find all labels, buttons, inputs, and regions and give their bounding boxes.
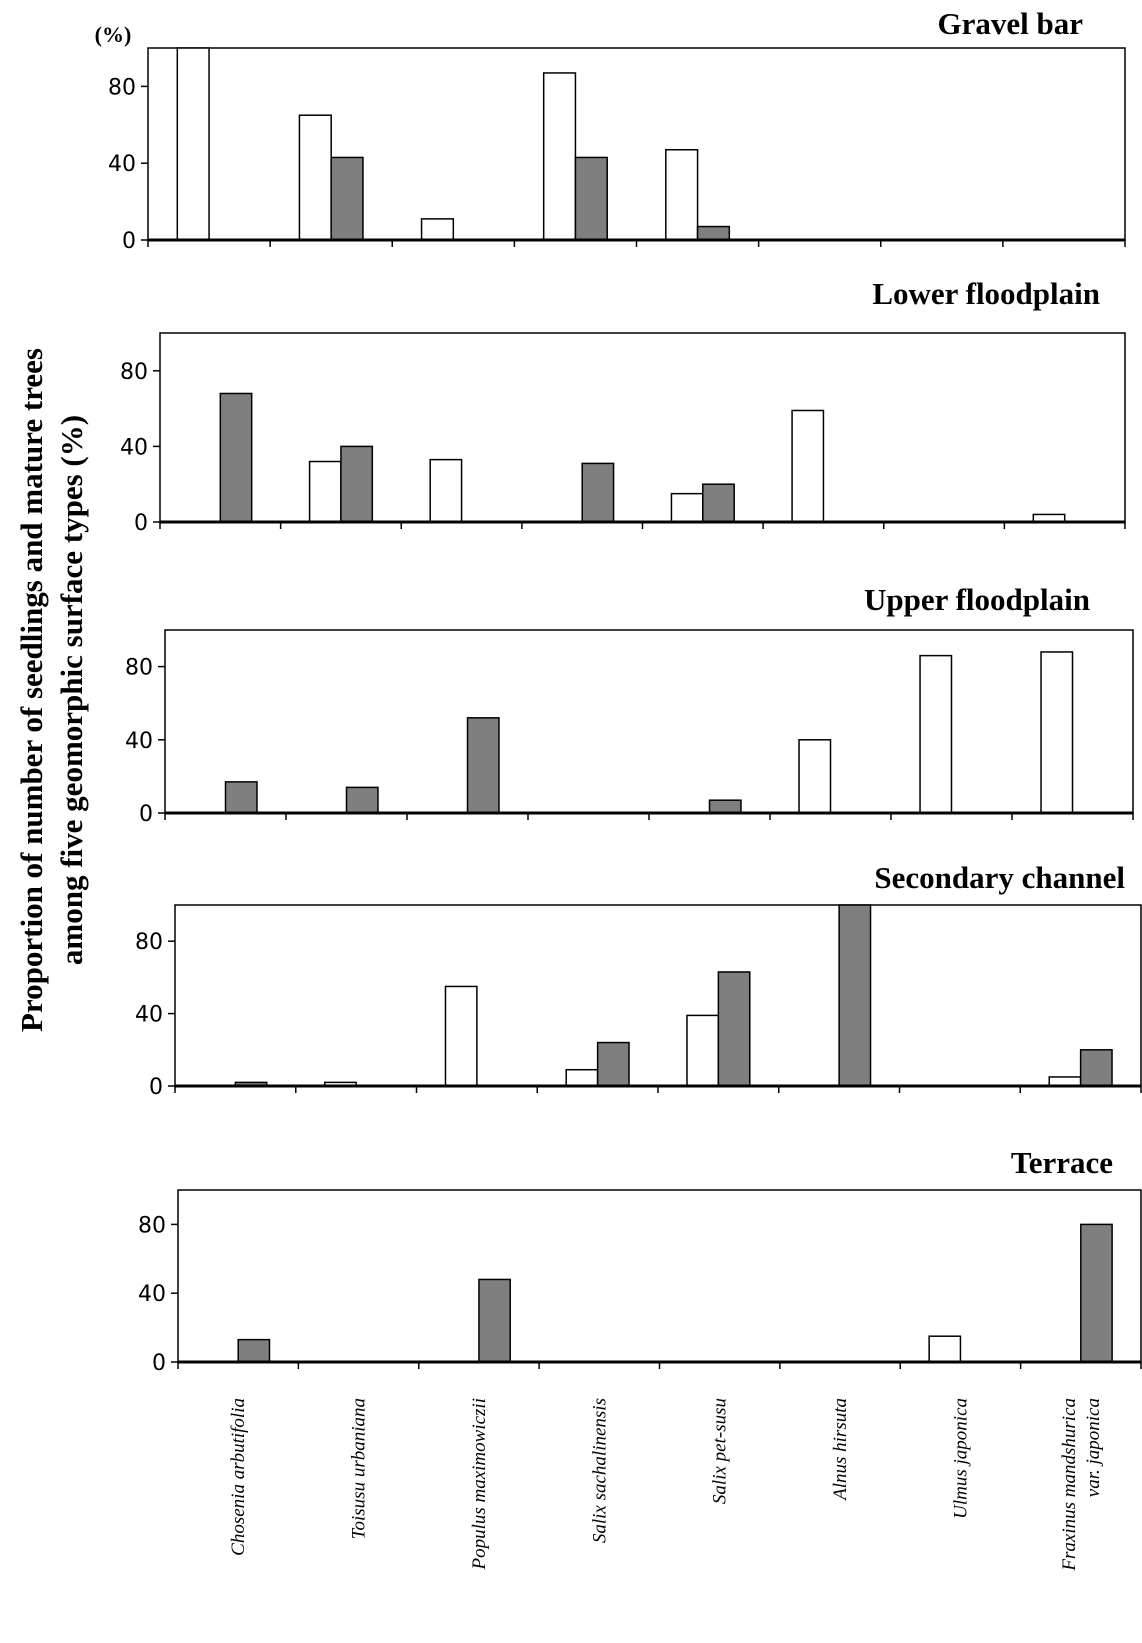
bar: [686, 1014, 720, 1087]
plot-frame: [159, 332, 1126, 523]
bar: [717, 971, 751, 1087]
bar: [340, 445, 374, 523]
panel-title: Upper floodplain: [864, 582, 1090, 617]
y-tick-label: 80: [138, 1213, 166, 1238]
bar: [224, 781, 258, 814]
bar: [838, 904, 872, 1087]
y-tick-label: 40: [135, 1003, 163, 1028]
bar: [1040, 651, 1074, 814]
bar: [708, 799, 742, 814]
bar: [478, 1278, 511, 1363]
y-tick-label: 80: [108, 75, 136, 100]
plot-frame: [177, 1189, 1142, 1363]
panel-title: Terrace: [1011, 1145, 1113, 1180]
y-tick-label: 0: [134, 511, 148, 536]
bar: [696, 225, 731, 241]
category-label: Salix sachalinensis: [589, 1398, 610, 1543]
panel-title: Lower floodplain: [872, 276, 1100, 311]
bar: [928, 1335, 962, 1363]
bar: [429, 458, 463, 523]
bar: [542, 72, 577, 241]
y-axis-label: Proportion of number of seedlings and ma…: [14, 348, 49, 1032]
y-tick-label: 80: [125, 656, 153, 681]
bar: [219, 392, 253, 523]
bar: [670, 492, 704, 523]
category-label: Populus maximowiczii: [469, 1398, 490, 1571]
y-tick-label: 40: [108, 152, 136, 177]
category-label: Toisusu urbaniana: [349, 1398, 370, 1539]
bar: [308, 460, 342, 523]
bar: [298, 114, 332, 241]
bar: [919, 654, 953, 814]
bar: [596, 1041, 630, 1087]
bar: [237, 1338, 271, 1363]
bar: [702, 483, 735, 523]
bar: [176, 47, 210, 241]
y-tick-label: 80: [120, 360, 148, 385]
category-label: Salix pet-susu: [710, 1398, 731, 1504]
bar: [565, 1068, 599, 1087]
bar: [444, 985, 478, 1087]
y-tick-label: 0: [152, 1351, 166, 1376]
y-tick-label: 0: [139, 802, 153, 827]
bar: [466, 717, 500, 814]
y-tick-label: 80: [135, 930, 163, 955]
bar: [1080, 1223, 1113, 1363]
bar: [791, 409, 825, 523]
y-tick-label: 0: [122, 229, 136, 254]
bar: [420, 218, 455, 241]
y-tick-label: 40: [120, 435, 148, 460]
panel-title: Gravel bar: [938, 6, 1084, 41]
plot-frame: [174, 904, 1142, 1087]
y-tick-label: 0: [149, 1075, 163, 1100]
bar: [665, 149, 699, 241]
category-label: Fraxinus mandshurica: [1059, 1398, 1080, 1572]
bar: [574, 156, 608, 241]
plot-frame: [164, 629, 1134, 814]
bar: [330, 156, 364, 241]
plot-frame: [147, 47, 1126, 241]
category-label: var. japonica: [1083, 1398, 1104, 1497]
category-label: Chosenia arbutifolia: [228, 1398, 249, 1556]
bar: [1079, 1049, 1113, 1087]
category-label: Alnus hirsuta: [830, 1398, 851, 1502]
bar: [581, 462, 615, 523]
y-tick-label: 40: [125, 729, 153, 754]
panel-title: Secondary channel: [874, 860, 1125, 895]
bar: [798, 739, 832, 814]
y-axis-label: among five geomorphic surface types (%): [54, 415, 89, 965]
bar: [345, 786, 379, 814]
y-tick-label: 40: [138, 1282, 166, 1307]
category-label: Ulmus japonica: [950, 1398, 971, 1519]
y-unit-label: (%): [95, 22, 132, 47]
